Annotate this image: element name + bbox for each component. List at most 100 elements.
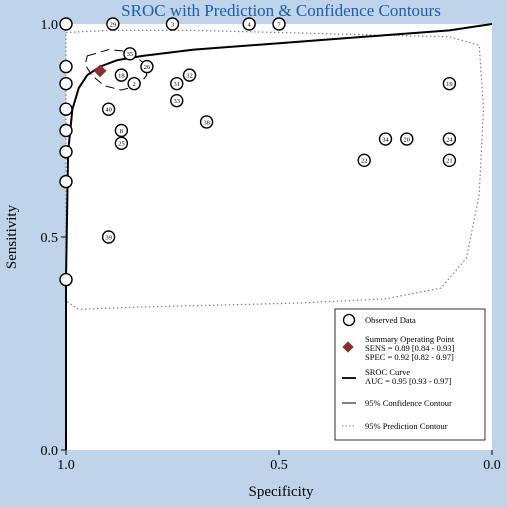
observed-point-label: 40 bbox=[105, 107, 112, 114]
observed-point: 34 bbox=[378, 132, 393, 146]
observed-point-marker bbox=[182, 68, 197, 82]
observed-point: 31 bbox=[170, 76, 184, 91]
x-tick-label-1: 0.5 bbox=[270, 458, 288, 473]
legend-observed-marker bbox=[342, 313, 356, 327]
x-axis-ticks: 1.0 0.5 0.0 bbox=[57, 450, 501, 473]
observed-point-marker bbox=[123, 47, 137, 61]
observed-point-marker bbox=[140, 59, 154, 74]
observed-point bbox=[59, 59, 73, 74]
observed-point-marker bbox=[165, 17, 180, 31]
observed-point-marker bbox=[59, 123, 73, 138]
legend-observed-label: Observed Data bbox=[365, 315, 416, 325]
observed-point-marker bbox=[357, 153, 371, 168]
observed-point-label: 29 bbox=[110, 21, 117, 28]
observed-point-marker bbox=[59, 145, 73, 159]
observed-point: 33 bbox=[170, 93, 184, 108]
observed-point-label: 25 bbox=[118, 141, 125, 148]
observed-point-marker bbox=[101, 102, 116, 116]
legend-sroc-title: SROC Curve bbox=[365, 367, 410, 377]
observed-point-marker bbox=[400, 132, 414, 146]
observed-point: 25 bbox=[114, 136, 129, 150]
observed-point: 26 bbox=[140, 59, 154, 74]
observed-point: 8 bbox=[114, 123, 129, 138]
observed-point-marker bbox=[242, 17, 256, 31]
observed-point: 20 bbox=[400, 132, 414, 146]
observed-point: 24 bbox=[442, 132, 457, 146]
y-axis-label: Sensitivity bbox=[4, 204, 20, 269]
observed-point-marker bbox=[114, 68, 129, 82]
observed-point-label: 20 bbox=[404, 136, 411, 143]
observed-point: 29 bbox=[106, 17, 120, 31]
observed-point: 2 bbox=[127, 76, 141, 91]
observed-point-label: 38 bbox=[203, 119, 210, 126]
observed-point-label: 2 bbox=[133, 81, 136, 88]
observed-point-label: 4 bbox=[248, 21, 252, 28]
observed-point-label: 32 bbox=[186, 72, 193, 79]
observed-point-label: 19 bbox=[446, 81, 453, 88]
observed-point-marker bbox=[59, 17, 73, 31]
x-tick-label-2: 0.0 bbox=[483, 458, 501, 473]
observed-point bbox=[59, 102, 73, 116]
observed-point-marker bbox=[114, 123, 129, 138]
observed-point: 38 bbox=[199, 115, 214, 129]
legend-summary-sens: SENS = 0.89 [0.84 - 0.93] bbox=[365, 343, 454, 353]
prediction-contour bbox=[65, 29, 485, 311]
observed-point: 32 bbox=[182, 68, 197, 82]
legend-prediction-label: 95% Prediction Contour bbox=[365, 421, 448, 431]
chart-title: SROC with Prediction & Confidence Contou… bbox=[121, 1, 441, 20]
legend-summary-marker bbox=[342, 341, 354, 353]
x-axis-label: Specificity bbox=[249, 484, 314, 500]
observed-point: 21 bbox=[442, 153, 457, 168]
x-tick-label-0: 1.0 bbox=[57, 458, 75, 473]
observed-point-marker bbox=[442, 76, 457, 91]
observed-point: 22 bbox=[357, 153, 371, 168]
observed-point-label: 7 bbox=[277, 21, 281, 28]
observed-point bbox=[59, 76, 73, 91]
legend-sroc-auc: AUC = 0.95 [0.93 - 0.97] bbox=[365, 376, 452, 386]
observed-point-marker bbox=[101, 230, 116, 244]
observed-point-label: 21 bbox=[446, 158, 453, 165]
observed-point-label: 8 bbox=[120, 128, 123, 135]
observed-point-marker bbox=[442, 132, 457, 146]
legend-box bbox=[334, 308, 486, 441]
observed-point-label: 31 bbox=[174, 81, 181, 88]
observed-point-label: 24 bbox=[446, 136, 453, 143]
observed-point-marker bbox=[199, 115, 214, 129]
observed-point-marker bbox=[59, 174, 73, 189]
observed-point bbox=[59, 123, 73, 138]
observed-point-label: 26 bbox=[144, 64, 151, 71]
observed-point-marker bbox=[127, 76, 141, 91]
observed-point-label: 18 bbox=[118, 72, 125, 79]
legend-confidence-label: 95% Confidence Contour bbox=[365, 398, 452, 408]
observed-point-label: 35 bbox=[127, 51, 134, 58]
observed-point-marker bbox=[59, 272, 73, 287]
observed-point-marker bbox=[114, 136, 129, 150]
observed-point-marker bbox=[442, 153, 457, 168]
legend-summary-spec: SPEC = 0.92 [0.82 - 0.97] bbox=[365, 352, 454, 362]
observed-point: 18 bbox=[114, 68, 129, 82]
observed-point: 40 bbox=[101, 102, 116, 116]
observed-point bbox=[59, 17, 73, 31]
observed-point: 3 bbox=[165, 17, 180, 31]
legend-summary-title: Summary Operating Point bbox=[365, 334, 455, 344]
observed-point-label: 22 bbox=[361, 158, 368, 165]
observed-point-marker bbox=[59, 76, 73, 91]
observed-point bbox=[59, 272, 73, 287]
y-axis-ticks: 0.0 0.5 1.0 bbox=[41, 18, 66, 459]
observed-point-label: 34 bbox=[382, 136, 389, 143]
observed-point-label: 3 bbox=[171, 21, 174, 28]
y-tick-label-2: 1.0 bbox=[41, 18, 59, 33]
observed-point: 4 bbox=[242, 17, 256, 31]
observed-point-label: 39 bbox=[105, 234, 112, 241]
observed-point-marker bbox=[59, 59, 73, 74]
observed-point-marker bbox=[272, 17, 286, 31]
observed-point-marker bbox=[170, 76, 184, 91]
legend: Observed Data Summary Operating Point SE… bbox=[334, 308, 486, 441]
observed-point bbox=[59, 145, 73, 159]
y-tick-label-1: 0.5 bbox=[41, 231, 59, 246]
observed-point: 39 bbox=[101, 230, 116, 244]
observed-point: 19 bbox=[442, 76, 457, 91]
observed-point: 35 bbox=[123, 47, 137, 61]
